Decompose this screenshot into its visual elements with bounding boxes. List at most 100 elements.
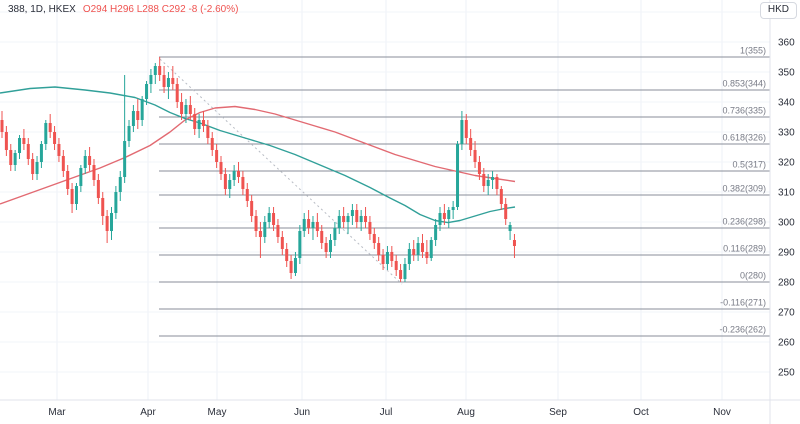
fib-level-label: 0.236(298) bbox=[722, 217, 766, 227]
symbol-legend[interactable]: 388, 1D, HKEX O294 H296 L288 C292 -8 (-2.… bbox=[8, 4, 238, 16]
time-axis[interactable]: Mar Apr May Jun Jul Aug Sep Oct Nov bbox=[48, 407, 731, 418]
price-tick-label: 350 bbox=[778, 68, 795, 79]
candle-down bbox=[324, 243, 328, 252]
month-tick-label: Aug bbox=[457, 407, 475, 418]
trendline-dashed[interactable] bbox=[159, 58, 403, 285]
candle-down bbox=[22, 138, 26, 144]
candle-down bbox=[206, 126, 210, 138]
candle-down bbox=[53, 132, 57, 144]
candles bbox=[0, 57, 516, 282]
candle-down bbox=[237, 171, 241, 177]
price-axis[interactable]: 370360350340330320310300290280270260250 bbox=[778, 8, 795, 379]
candle-down bbox=[88, 156, 92, 165]
candle-up bbox=[110, 213, 113, 231]
candle-down bbox=[512, 240, 516, 246]
ma-red-line[interactable] bbox=[0, 105, 516, 205]
candle-down bbox=[258, 231, 262, 237]
candle-up bbox=[337, 216, 341, 228]
candle-down bbox=[48, 123, 52, 132]
fib-level-label: 1(355) bbox=[740, 46, 766, 56]
candle-down bbox=[482, 174, 486, 186]
candle-down bbox=[289, 261, 293, 273]
candle-up bbox=[434, 225, 438, 240]
candle-up bbox=[228, 180, 232, 189]
candle-down bbox=[66, 171, 70, 189]
candle-down bbox=[495, 177, 499, 189]
month-tick-label: Sep bbox=[549, 407, 567, 418]
candle-down bbox=[320, 231, 324, 243]
month-tick-label: May bbox=[208, 407, 227, 418]
month-tick-label: Apr bbox=[140, 407, 156, 418]
candle-down bbox=[368, 222, 372, 234]
price-tick-label: 340 bbox=[778, 98, 795, 109]
candle-down bbox=[469, 138, 473, 150]
candle-down bbox=[162, 75, 166, 87]
candle-down bbox=[101, 198, 105, 216]
candle-up bbox=[74, 186, 78, 204]
fib-level-label: 0.736(335) bbox=[722, 106, 766, 116]
ma-teal-line[interactable] bbox=[0, 86, 516, 224]
price-tick-label: 270 bbox=[778, 308, 795, 319]
candle-up bbox=[145, 84, 149, 99]
fib-level-label: 0(280) bbox=[740, 271, 766, 281]
candle-up bbox=[385, 252, 389, 264]
candle-up bbox=[127, 126, 131, 141]
candle-down bbox=[425, 252, 429, 258]
candle-up bbox=[232, 171, 236, 180]
candle-up bbox=[79, 168, 83, 186]
month-tick-label: Jun bbox=[294, 407, 310, 418]
ohlc-values: O294 H296 L288 C292 -8 (-2.60%) bbox=[82, 4, 239, 15]
candle-down bbox=[381, 255, 385, 264]
candle-up bbox=[333, 228, 337, 240]
candle-down bbox=[245, 189, 249, 201]
candle-down bbox=[223, 174, 227, 189]
candle-up bbox=[114, 192, 118, 213]
candle-down bbox=[412, 249, 416, 255]
price-tick-label: 290 bbox=[778, 248, 795, 259]
candle-down bbox=[31, 159, 35, 174]
candle-up bbox=[166, 78, 170, 87]
candle-up bbox=[346, 216, 350, 222]
month-tick-label: Nov bbox=[713, 407, 731, 418]
candle-down bbox=[188, 105, 192, 114]
candle-down bbox=[464, 120, 468, 138]
candle-down bbox=[9, 150, 13, 165]
symbol-title[interactable]: 388, 1D, HKEX bbox=[8, 4, 76, 15]
candle-down bbox=[285, 249, 289, 261]
fib-level-label: 0.382(309) bbox=[722, 184, 766, 194]
candle-down bbox=[96, 180, 100, 198]
candle-up bbox=[438, 213, 442, 225]
candle-down bbox=[180, 102, 184, 114]
candle-up bbox=[329, 240, 332, 252]
candle-up bbox=[197, 120, 201, 129]
candle-down bbox=[70, 189, 74, 204]
price-tick-label: 250 bbox=[778, 368, 795, 379]
price-tick-label: 260 bbox=[778, 338, 795, 349]
candle-down bbox=[420, 243, 424, 252]
candle-down bbox=[26, 144, 30, 159]
fib-level-label: 0.116(289) bbox=[723, 244, 766, 254]
fib-retracement[interactable]: 1(355) 0.853(344) 0.736(335) 0.618(326) 0.5(… bbox=[159, 46, 770, 337]
candle-down bbox=[215, 150, 219, 162]
candle-up bbox=[508, 225, 512, 231]
candle-down bbox=[390, 252, 394, 261]
candle-up bbox=[491, 177, 495, 180]
candle-down bbox=[250, 201, 254, 216]
candle-up bbox=[18, 138, 22, 153]
currency-toggle-button[interactable]: HKD bbox=[759, 2, 797, 19]
candle-up bbox=[131, 111, 135, 126]
candle-up bbox=[460, 120, 464, 144]
candle-up bbox=[416, 243, 420, 255]
candle-down bbox=[377, 243, 381, 255]
candle-down bbox=[201, 120, 205, 126]
candle-up bbox=[447, 210, 451, 219]
price-tick-label: 320 bbox=[778, 158, 795, 169]
price-tick-label: 310 bbox=[778, 188, 795, 199]
candle-down bbox=[210, 138, 214, 150]
candle-down bbox=[175, 84, 179, 102]
candle-down bbox=[158, 66, 162, 75]
candle-down bbox=[280, 237, 284, 249]
